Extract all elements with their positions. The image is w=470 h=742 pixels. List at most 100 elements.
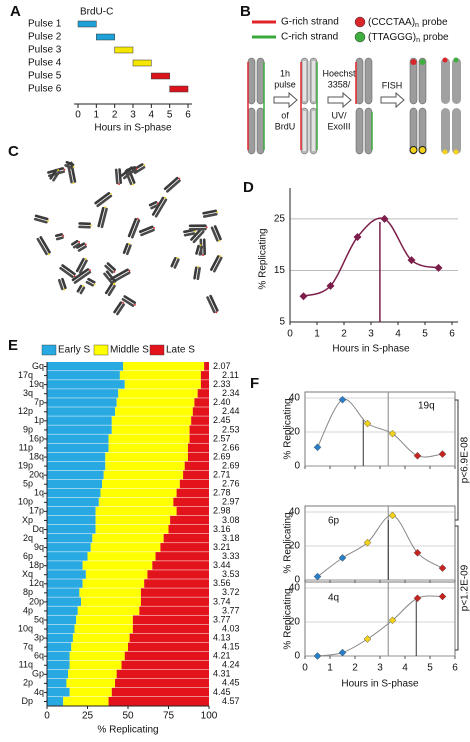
row-label: 10p bbox=[18, 497, 33, 507]
chromatid bbox=[190, 228, 203, 241]
chromatid bbox=[127, 169, 138, 175]
bar-segment bbox=[189, 425, 209, 434]
x-tick-label: 6 bbox=[185, 110, 191, 121]
bar-segment bbox=[176, 506, 209, 516]
chromatid bbox=[170, 257, 177, 268]
bar-segment bbox=[76, 615, 133, 625]
telomere-dot bbox=[62, 234, 65, 237]
chromatid bbox=[116, 303, 125, 316]
bar-segment bbox=[105, 461, 185, 471]
row-label: 4q bbox=[34, 687, 44, 697]
bar-segment bbox=[140, 588, 209, 597]
bracket bbox=[455, 525, 459, 651]
bar-segment bbox=[115, 678, 209, 688]
probe-text: (TTAGGG) bbox=[368, 32, 416, 43]
telomere-dot bbox=[90, 224, 92, 227]
telomere-dot bbox=[57, 169, 60, 172]
bar-segment bbox=[47, 380, 125, 389]
bar-segment bbox=[140, 597, 209, 606]
telomere-dot bbox=[197, 265, 200, 268]
photo-dot bbox=[442, 149, 448, 155]
chromatid bbox=[154, 198, 168, 218]
bar-segment bbox=[108, 696, 209, 706]
bar-segment bbox=[95, 515, 171, 525]
chromatid bbox=[192, 230, 205, 244]
row-label: Xp bbox=[22, 515, 33, 525]
chromatid bbox=[173, 258, 180, 269]
chromosome bbox=[193, 265, 201, 281]
chromatid bbox=[34, 214, 49, 221]
point bbox=[338, 648, 347, 657]
row-label: 6p bbox=[23, 551, 33, 561]
chromatid bbox=[193, 266, 198, 280]
chromatid bbox=[355, 57, 364, 105]
legend-swatch bbox=[41, 344, 57, 356]
step-label: of bbox=[281, 110, 289, 120]
bar-segment bbox=[47, 552, 88, 561]
row-label: 3q bbox=[23, 388, 33, 398]
bar-segment bbox=[124, 651, 209, 661]
chromatid bbox=[148, 200, 158, 207]
chromosome bbox=[125, 166, 138, 175]
chromatid bbox=[206, 296, 216, 314]
bar-segment bbox=[47, 488, 101, 498]
x-axis-label: Hours in S-phase bbox=[332, 344, 410, 355]
chromosome bbox=[195, 244, 204, 256]
telomere-dot bbox=[104, 206, 107, 209]
bar-segment bbox=[63, 696, 109, 706]
telomere-dot bbox=[136, 217, 139, 220]
x-tick-label: 25 bbox=[82, 711, 94, 722]
chromatid bbox=[55, 236, 64, 241]
chromatid bbox=[364, 57, 373, 105]
bar-segment bbox=[71, 642, 128, 652]
chromatid bbox=[76, 284, 83, 293]
row-label: 7p bbox=[34, 397, 44, 407]
telomere-dot bbox=[202, 254, 204, 257]
bar-segment bbox=[170, 515, 209, 525]
telomere-dot bbox=[72, 165, 75, 168]
bar-segment bbox=[47, 588, 80, 597]
bar-segment bbox=[105, 452, 188, 462]
chromatid bbox=[94, 191, 111, 205]
x-axis-label: % Replicating bbox=[97, 725, 158, 736]
row-label: 16p bbox=[29, 433, 44, 443]
step-label: Hoechst bbox=[322, 68, 356, 78]
photo-chromatid bbox=[452, 108, 461, 154]
chromosome bbox=[114, 168, 122, 186]
row-label: 1p bbox=[34, 415, 44, 425]
bar-segment bbox=[111, 687, 209, 697]
chromatid bbox=[59, 266, 74, 279]
chromatid bbox=[213, 256, 223, 273]
x-tick-label: 100 bbox=[201, 711, 218, 722]
bar-segment bbox=[111, 416, 192, 425]
chromosome bbox=[170, 256, 180, 269]
line bbox=[303, 217, 439, 297]
row-value-label: 3.21 bbox=[213, 542, 231, 552]
chromatid bbox=[364, 107, 373, 155]
telomere-dot bbox=[110, 192, 112, 195]
row-value-label: 2.33 bbox=[213, 379, 231, 389]
photo-dot bbox=[442, 57, 448, 63]
bar-segment bbox=[85, 570, 148, 579]
row-label: Xq bbox=[22, 569, 33, 579]
bar-segment bbox=[79, 588, 141, 597]
bar-segment bbox=[47, 606, 78, 615]
row-label: 7q bbox=[23, 642, 33, 652]
telomere-dot bbox=[122, 301, 124, 304]
telomere-dot bbox=[82, 285, 84, 287]
x-tick-label: 1 bbox=[327, 663, 333, 674]
step-label: FISH bbox=[382, 80, 403, 90]
chromatid bbox=[256, 57, 265, 105]
bar-segment bbox=[47, 497, 99, 507]
chromatid bbox=[210, 255, 220, 271]
chromatid bbox=[140, 228, 155, 237]
chromosome-diagram bbox=[247, 56, 464, 158]
legend-label: Middle S bbox=[110, 345, 149, 356]
chromatid bbox=[104, 282, 113, 295]
chromatid bbox=[78, 222, 91, 226]
chromatid bbox=[202, 238, 206, 256]
bar-segment bbox=[139, 606, 209, 615]
bar-segment bbox=[116, 398, 195, 407]
